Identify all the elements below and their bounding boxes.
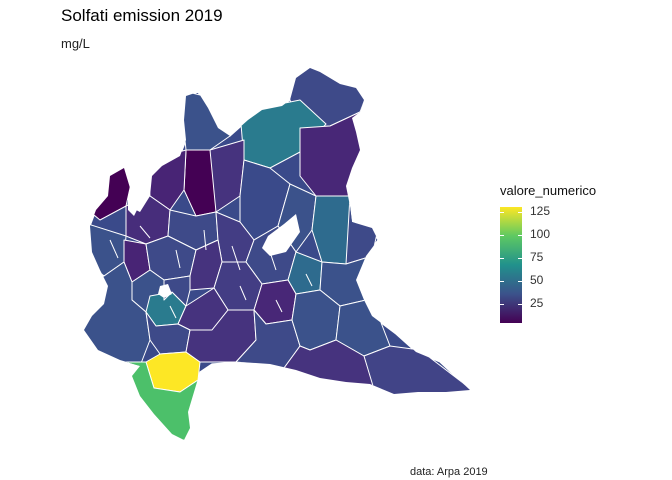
- lake-area: [262, 214, 300, 256]
- legend-tick-label: 25: [530, 296, 544, 311]
- municipality-area: [179, 89, 231, 151]
- legend-tick-mark: [500, 304, 504, 306]
- data-source-caption: data: Arpa 2019: [410, 466, 488, 478]
- legend-colorbar: [500, 207, 522, 323]
- legend-title: valore_numerico: [500, 183, 597, 198]
- municipality-area: [345, 195, 381, 265]
- legend-tick-label: 75: [530, 250, 544, 265]
- lake-area: [128, 190, 140, 216]
- legend-tick-mark: [500, 234, 504, 236]
- legend-tick-label: 100: [530, 226, 551, 241]
- lake-area: [158, 284, 172, 298]
- legend-tick-label: 125: [530, 203, 551, 218]
- legend-tick-mark: [500, 211, 504, 213]
- color-legend: valore_numerico 125 100 75 50 25: [500, 183, 597, 323]
- legend-tick-mark: [518, 304, 522, 306]
- municipality-border: [109, 225, 313, 319]
- legend-tick-mark: [518, 258, 522, 260]
- legend-tick-mark: [518, 234, 522, 236]
- map-title: Solfati emission 2019: [61, 6, 223, 25]
- legend-tick-mark: [500, 258, 504, 260]
- municipality-area: [363, 345, 470, 397]
- legend-tick-mark: [518, 211, 522, 213]
- legend-tick-mark: [500, 281, 504, 283]
- legend-tick-mark: [518, 281, 522, 283]
- legend-tick-label: 50: [530, 273, 544, 288]
- map-subtitle: mg/L: [61, 36, 90, 51]
